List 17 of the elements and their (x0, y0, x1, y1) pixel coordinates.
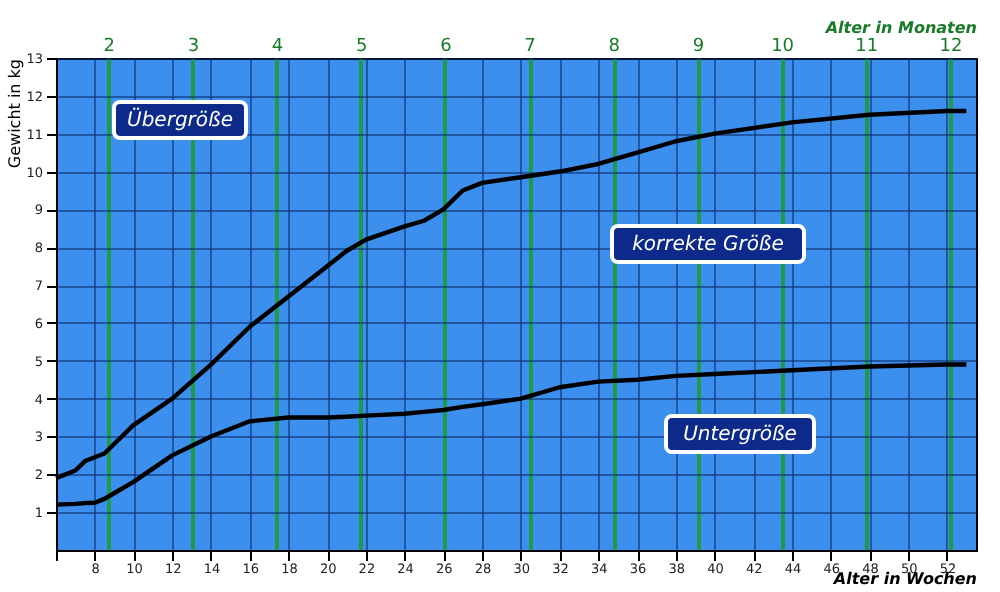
x2-axis-title: Alter in Monaten (823, 19, 978, 37)
x2-tick-label: 11 (855, 37, 879, 57)
x2-tick-label: 5 (355, 37, 368, 57)
annotation: Untergröße (683, 424, 797, 446)
x2-tick-label: 7 (524, 37, 536, 57)
y-axis-title: Gewicht in kg (6, 59, 25, 169)
x2-tick-label: 4 (271, 37, 284, 57)
x2-tick-label: 10 (771, 37, 795, 57)
x2-tick-label: 2 (103, 37, 115, 57)
annotation: korrekte Größe (632, 234, 784, 256)
annotation: Übergröße (127, 106, 233, 132)
x2-tick-label: 9 (692, 37, 705, 57)
x2-tick-label: 8 (608, 37, 621, 57)
x2-tick-label: 6 (440, 37, 453, 57)
x-axis-title: Alter in Wochen (831, 570, 978, 588)
x2-tick-label: 12 (939, 37, 963, 57)
x2-tick-label: 3 (187, 37, 200, 57)
